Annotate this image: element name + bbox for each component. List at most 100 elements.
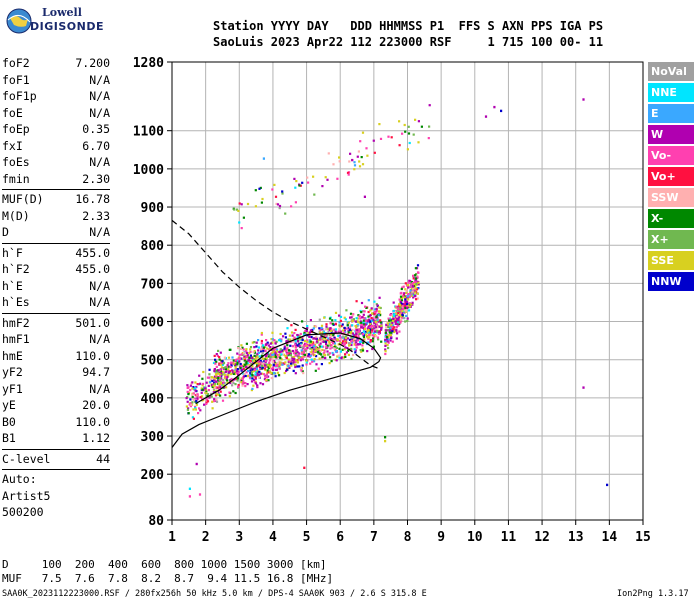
- echo-point: [359, 349, 362, 352]
- echo-point: [191, 387, 194, 390]
- echo-point: [236, 361, 239, 364]
- echo-point: [243, 351, 246, 354]
- echo-point: [274, 375, 277, 378]
- echo-point: [349, 152, 352, 155]
- echo-point: [389, 331, 392, 334]
- echo-point: [340, 325, 343, 328]
- echo-point: [398, 322, 401, 325]
- param-label: yF2: [2, 365, 23, 379]
- echo-point: [404, 130, 407, 133]
- echo-point: [281, 192, 284, 195]
- param-value: 501.0: [75, 315, 110, 330]
- echo-point: [215, 393, 218, 396]
- echo-point: [343, 331, 346, 334]
- echo-point: [315, 341, 318, 344]
- echo-point: [295, 359, 298, 362]
- echo-point: [291, 345, 294, 348]
- echo-point: [306, 176, 309, 179]
- echo-point: [326, 350, 329, 353]
- echo-point: [348, 328, 352, 331]
- echo-point: [235, 377, 238, 380]
- echo-point: [273, 183, 276, 186]
- echo-point: [313, 193, 316, 196]
- echo-point: [232, 371, 235, 374]
- echo-point: [297, 353, 300, 356]
- echo-point: [395, 326, 398, 329]
- echo-point: [311, 328, 314, 332]
- echo-point: [308, 335, 311, 338]
- echo-point: [211, 379, 214, 382]
- echo-point: [248, 352, 251, 355]
- echo-point: [359, 320, 362, 323]
- echo-point: [290, 364, 293, 367]
- echo-point: [369, 329, 372, 332]
- echo-point: [254, 205, 257, 208]
- echo-point: [352, 318, 355, 321]
- echo-point: [375, 323, 379, 326]
- echo-point: [194, 389, 197, 392]
- echo-point: [386, 321, 389, 324]
- echo-point: [243, 359, 246, 362]
- echo-point: [377, 314, 380, 317]
- echo-point: [231, 356, 234, 359]
- echo-point: [207, 384, 210, 387]
- echo-point: [270, 367, 273, 370]
- param-value: N/A: [89, 89, 110, 103]
- echo-point: [256, 384, 259, 387]
- echo-point: [392, 309, 395, 313]
- echo-point: [293, 177, 296, 180]
- echo-point: [213, 370, 216, 373]
- y-tick-label: 500: [141, 354, 165, 369]
- y-tick-label: 800: [141, 239, 165, 254]
- echo-point: [265, 376, 268, 379]
- echo-point: [322, 340, 325, 343]
- echo-point: [293, 336, 296, 339]
- echo-point: [227, 373, 230, 376]
- echo-point: [275, 202, 278, 205]
- echo-point: [398, 144, 401, 147]
- echo-point: [361, 349, 365, 352]
- echo-point: [400, 311, 403, 314]
- echo-point: [221, 362, 224, 365]
- x-tick-label: 4: [269, 530, 277, 545]
- echo-point: [356, 325, 359, 328]
- echo-point: [237, 347, 240, 350]
- echo-point: [367, 318, 370, 321]
- echo-point: [246, 202, 250, 206]
- echo-point: [378, 306, 381, 309]
- echo-point: [412, 296, 415, 299]
- param-label: h`F: [2, 245, 23, 260]
- echo-point: [287, 353, 290, 356]
- echo-point: [219, 374, 222, 378]
- echo-point: [294, 186, 297, 189]
- echo-point: [222, 361, 226, 364]
- echo-point: [285, 355, 288, 358]
- echo-point: [396, 332, 399, 335]
- echo-point: [259, 382, 262, 385]
- echo-point: [272, 353, 275, 356]
- param-row: B1 1.12: [2, 431, 110, 448]
- echo-point: [205, 402, 208, 405]
- echo-point: [215, 398, 218, 401]
- echo-point: [414, 287, 417, 290]
- echo-point: [187, 391, 191, 394]
- param-value: N/A: [89, 278, 110, 293]
- echo-point: [246, 375, 249, 378]
- echo-point: [231, 384, 234, 387]
- echo-point: [257, 351, 260, 354]
- echo-point: [257, 339, 260, 342]
- globe-icon: [6, 8, 32, 34]
- echo-point: [372, 337, 375, 340]
- echo-point: [234, 366, 237, 369]
- echo-point: [271, 360, 274, 363]
- echo-point: [329, 356, 332, 359]
- x-tick-label: 15: [635, 530, 651, 545]
- echo-point: [366, 336, 369, 339]
- echo-point: [234, 383, 237, 386]
- param-row: yF1 N/A: [2, 382, 110, 399]
- echo-point: [317, 367, 320, 370]
- echo-point: [362, 310, 365, 313]
- echo-point: [242, 365, 245, 368]
- echo-point: [360, 350, 363, 353]
- echo-point: [213, 378, 216, 381]
